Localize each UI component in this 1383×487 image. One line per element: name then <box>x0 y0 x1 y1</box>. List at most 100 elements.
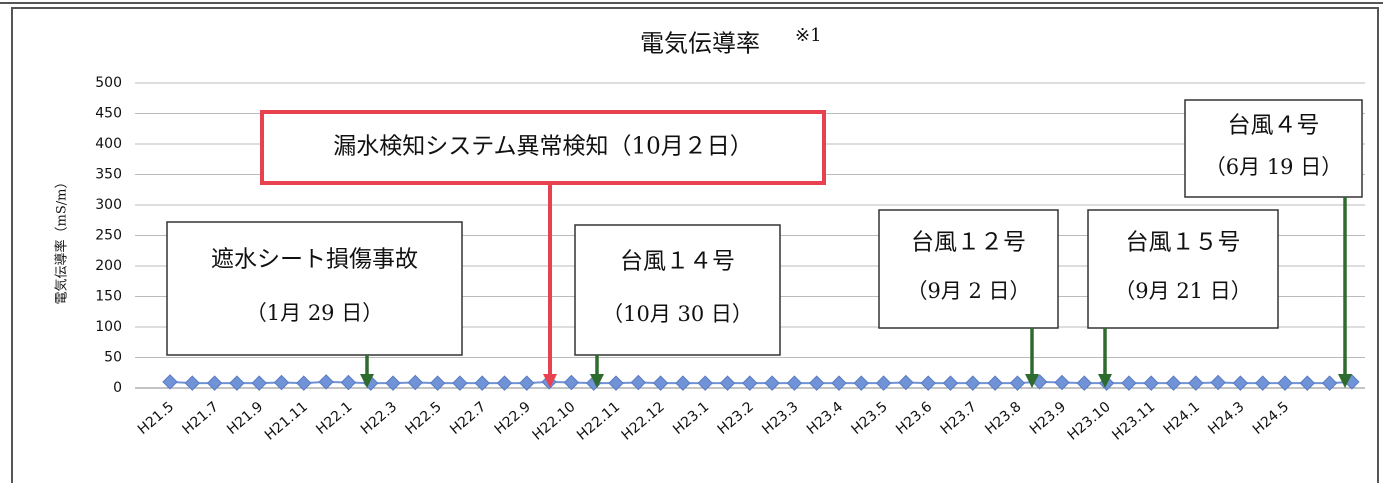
x-tick-label: H22.1 <box>313 399 355 438</box>
annotation-text: 台風１２号 <box>911 229 1026 255</box>
data-point <box>608 375 624 391</box>
x-tick-label: H23.9 <box>1027 399 1069 438</box>
data-point <box>697 375 713 391</box>
data-point <box>1165 375 1182 391</box>
annotation-text: （1月 29 日） <box>246 301 383 325</box>
data-point <box>452 375 468 391</box>
x-tick-label: H21.11 <box>262 399 311 444</box>
data-point <box>251 375 267 391</box>
y-tick-label: 0 <box>113 380 122 396</box>
annotation-text: 遮水シート損傷事故 <box>211 246 418 272</box>
annotation-text: （6月 19 日） <box>1205 155 1342 179</box>
x-tick-label: H22.9 <box>492 399 534 438</box>
arrow-head <box>1025 374 1039 388</box>
data-point <box>1076 375 1093 391</box>
data-point <box>831 375 847 391</box>
data-point <box>318 374 334 390</box>
data-point <box>1321 375 1338 391</box>
annotation: 台風４号 （6月 19 日） <box>1184 99 1363 388</box>
chart-title: 電気伝導率 <box>640 30 760 58</box>
annotation: 漏水検知システム異常検知（10月２日） <box>260 110 826 388</box>
x-tick-label: H23.4 <box>804 399 846 438</box>
data-point <box>1188 375 1204 391</box>
x-tick-label: H23.2 <box>715 399 757 438</box>
data-point <box>519 375 535 391</box>
x-tick-label: H23.6 <box>893 399 935 438</box>
x-tick-label: H21.7 <box>180 399 222 438</box>
y-tick-label: 100 <box>95 319 122 335</box>
x-tick-label: H23.10 <box>1065 399 1114 444</box>
x-tick-label: H23.8 <box>982 399 1024 438</box>
data-point <box>965 375 981 391</box>
annotation-text: 台風１５号 <box>1126 229 1241 255</box>
x-tick-label: H21.9 <box>224 399 266 438</box>
data-point <box>340 374 357 391</box>
data-point <box>496 375 513 391</box>
x-tick-label: H22.3 <box>358 399 400 438</box>
data-point <box>652 375 669 391</box>
y-tick-label: 400 <box>95 136 122 152</box>
annotation: 台風１５号 （9月 21 日） <box>1087 209 1279 388</box>
x-tick-label: H22.10 <box>529 399 578 444</box>
data-point <box>1009 375 1026 391</box>
data-point <box>1121 375 1137 391</box>
data-point <box>920 375 936 391</box>
x-tick-label: H23.1 <box>670 399 712 438</box>
data-point <box>429 375 446 391</box>
annotation-box <box>166 221 463 356</box>
data-point <box>630 374 647 391</box>
x-tick-label: H24.1 <box>1161 399 1203 438</box>
y-tick-label: 350 <box>95 167 122 183</box>
data-point <box>1277 375 1293 391</box>
data-point <box>987 375 1003 391</box>
x-tick-label: H23.3 <box>759 399 801 438</box>
data-point <box>206 375 223 391</box>
x-tick-label: H22.5 <box>403 399 445 438</box>
data-point <box>764 375 780 391</box>
title-note: ※1 <box>795 25 822 46</box>
x-tick-label: H22.11 <box>574 399 623 444</box>
data-point <box>1232 375 1249 391</box>
x-tick-label: H22.12 <box>619 399 668 444</box>
data-point <box>474 375 490 391</box>
y-tick-label: 200 <box>95 258 122 274</box>
y-axis-label: 電気伝導率（mS/m） <box>54 176 70 305</box>
x-tick-label: H23.7 <box>938 399 980 438</box>
data-point <box>385 375 401 391</box>
x-tick-label: H22.7 <box>447 399 489 438</box>
x-tick-label: H21.5 <box>135 399 177 438</box>
y-tick-label: 500 <box>95 75 122 91</box>
arrow-head <box>1338 374 1352 388</box>
data-point <box>875 375 892 391</box>
data-point <box>942 375 959 391</box>
data-point <box>1210 374 1226 391</box>
data-point <box>1299 375 1316 391</box>
data-point <box>742 375 758 391</box>
annotation: 遮水シート損傷事故 （1月 29 日） <box>166 221 463 388</box>
annotation-box <box>878 209 1059 329</box>
annotation: 台風１２号 （9月 2 日） <box>878 209 1059 388</box>
annotation: 台風１４号 （10月 30 日） <box>574 224 781 388</box>
data-point <box>296 375 312 391</box>
data-point <box>786 375 803 391</box>
annotation-text: 台風１４号 <box>620 248 735 274</box>
arrow-head <box>1098 374 1112 388</box>
x-tick-label: H24.5 <box>1250 399 1292 438</box>
data-point <box>675 375 691 391</box>
arrow-head <box>543 374 557 388</box>
data-point <box>853 375 870 391</box>
annotation-text: 台風４号 <box>1228 112 1320 138</box>
data-point <box>1143 375 1159 391</box>
annotation-box <box>1184 99 1363 198</box>
x-tick-label: H23.5 <box>849 399 891 438</box>
frame <box>11 7 1379 487</box>
data-point <box>1054 374 1070 391</box>
annotation-text: 漏水検知システム異常検知（10月２日） <box>333 134 753 160</box>
y-tick-label: 50 <box>104 350 122 366</box>
arrow-head <box>590 374 604 388</box>
data-point <box>719 375 736 391</box>
annotation-text: （9月 21 日） <box>1114 279 1251 303</box>
annotation-text: （9月 2 日） <box>906 279 1030 303</box>
data-point <box>1254 375 1271 391</box>
